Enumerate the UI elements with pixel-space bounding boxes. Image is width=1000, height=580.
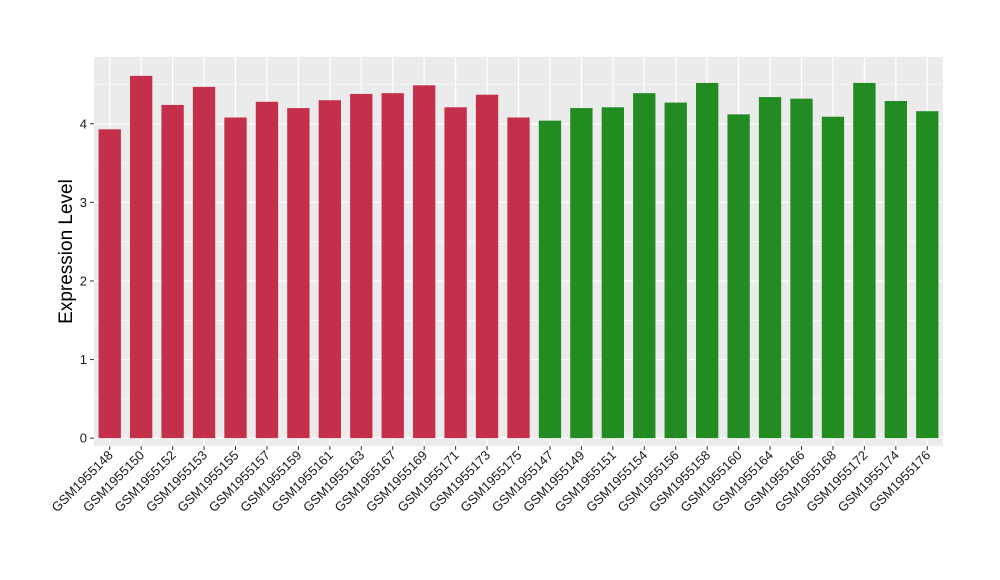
x-axis: GSM1955148GSM1955150GSM1955152GSM1955153… xyxy=(49,446,933,515)
bar-GSM1955166 xyxy=(790,98,813,439)
bars xyxy=(98,75,939,439)
bar-GSM1955152 xyxy=(161,104,184,439)
bar-GSM1955154 xyxy=(633,93,656,439)
bar-GSM1955173 xyxy=(475,94,499,439)
bar-GSM1955168 xyxy=(821,116,845,439)
bar-GSM1955169 xyxy=(413,85,436,439)
bar-GSM1955153 xyxy=(192,86,216,439)
bar-GSM1955156 xyxy=(664,102,687,439)
bar-GSM1955157 xyxy=(255,101,279,439)
bar-GSM1955171 xyxy=(444,107,467,439)
bar-GSM1955150 xyxy=(130,75,153,439)
bar-GSM1955151 xyxy=(601,107,624,439)
bar-GSM1955172 xyxy=(853,82,876,439)
y-tick-label: 3 xyxy=(80,195,87,210)
bar-GSM1955147 xyxy=(538,120,562,439)
bar-GSM1955175 xyxy=(507,117,530,439)
y-tick-label: 0 xyxy=(80,431,87,446)
y-axis-title: Expression Level xyxy=(56,179,77,324)
bar-GSM1955160 xyxy=(727,114,750,439)
bar-GSM1955149 xyxy=(570,108,593,439)
bar-GSM1955155 xyxy=(224,117,247,439)
y-tick-label: 1 xyxy=(80,352,87,367)
bar-GSM1955164 xyxy=(758,97,782,439)
bar-GSM1955167 xyxy=(381,93,404,439)
bar-GSM1955159 xyxy=(287,108,310,439)
bar-GSM1955174 xyxy=(884,101,907,439)
y-axis: 0 1 2 3 4 xyxy=(80,116,94,446)
y-tick-label: 4 xyxy=(80,116,87,131)
bar-GSM1955148 xyxy=(98,129,121,439)
bar-GSM1955158 xyxy=(696,82,719,439)
bar-GSM1955163 xyxy=(350,93,373,439)
bar-GSM1955161 xyxy=(318,100,341,439)
bar-GSM1955176 xyxy=(916,111,939,439)
y-tick-label: 2 xyxy=(80,273,87,288)
